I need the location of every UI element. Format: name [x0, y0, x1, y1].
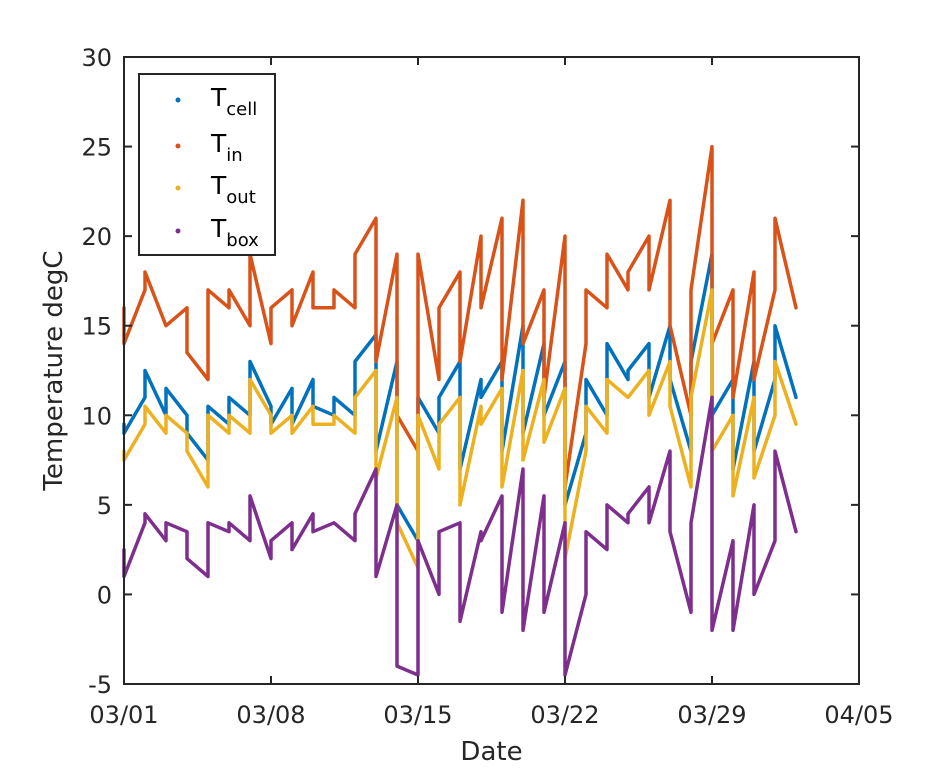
series-line-out	[122, 288, 798, 570]
legend: Tcell Tin Tout Tbox	[138, 73, 276, 256]
legend-box	[138, 73, 276, 256]
y-tick-label: 25	[81, 134, 112, 162]
y-tick-label: 15	[81, 313, 112, 341]
y-tick-label: 10	[81, 402, 112, 430]
legend-label-cell: Tcell	[210, 83, 257, 120]
legend-marker-in	[175, 143, 181, 149]
axes-box	[123, 56, 860, 685]
y-tick-label: 20	[81, 223, 112, 251]
y-tick-label: -5	[88, 671, 112, 699]
legend-label-in: Tin	[210, 129, 243, 166]
legend-marker-cell	[175, 97, 181, 103]
x-tick-label: 03/22	[530, 701, 599, 729]
legend-marker-box	[175, 228, 181, 234]
legend-label-out: Tout	[210, 171, 256, 208]
series-layer	[122, 144, 798, 677]
x-axis-title: Date	[460, 737, 522, 767]
series-line-in	[122, 144, 798, 489]
x-tick-label: 04/05	[824, 701, 893, 729]
series-line-box	[122, 395, 798, 677]
y-tick-label: 0	[97, 581, 112, 609]
y-axis-title: Temperature degC	[39, 250, 69, 491]
x-tick-label: 03/29	[677, 701, 746, 729]
y-tick-label: 30	[81, 44, 112, 72]
x-tick-label: 03/15	[383, 701, 452, 729]
x-tick-label: 03/01	[89, 701, 158, 729]
legend-marker-out	[175, 185, 181, 191]
legend-label-box: Tbox	[210, 214, 259, 251]
x-tick-label: 03/08	[236, 701, 305, 729]
y-tick-label: 5	[97, 492, 112, 520]
tick-layer: 03/01 03/08 03/15 03/22 03/29 04/05 -5 0 5 10 15 20…	[81, 44, 893, 729]
